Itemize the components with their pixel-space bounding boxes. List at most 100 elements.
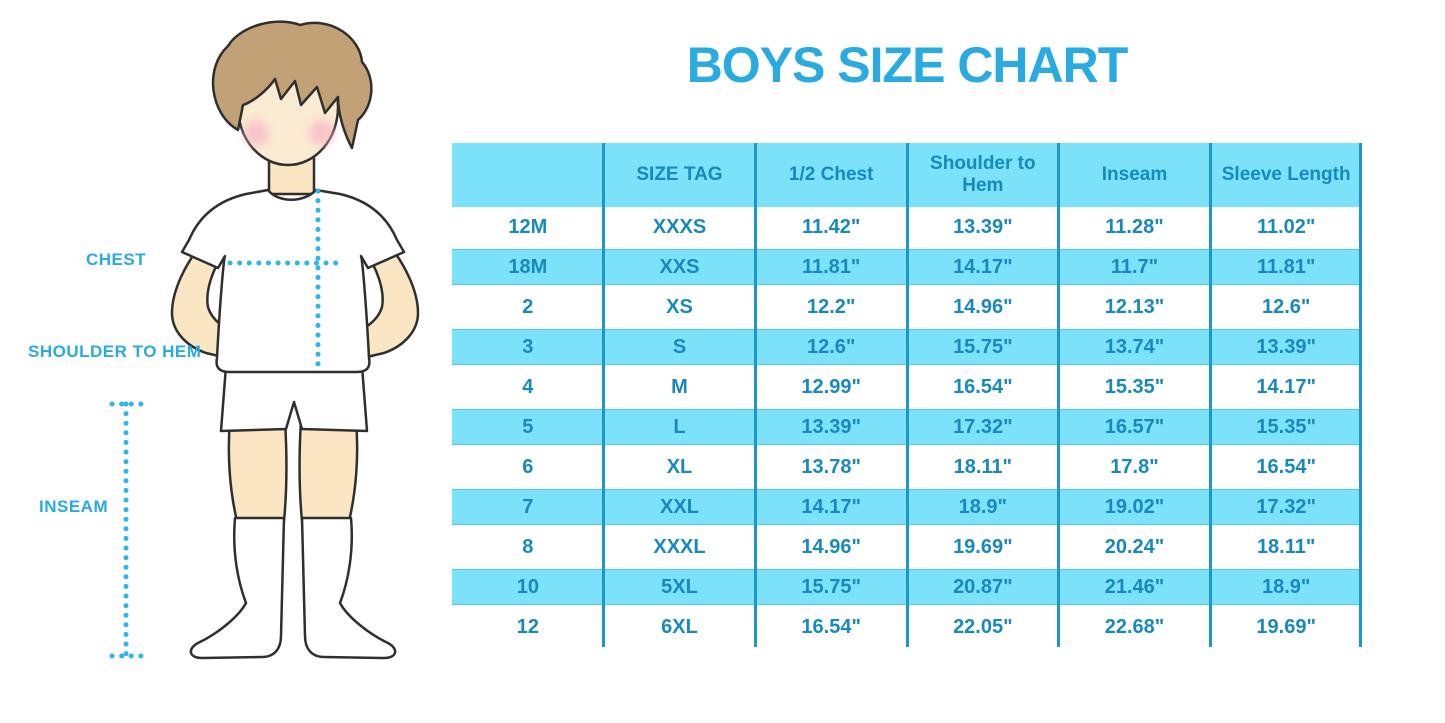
measurement-cell: 11.81" [1256,255,1316,278]
size-tag-cell: XXS [659,255,700,278]
table-row: 5 L 13.39" 17.32" 16.57" 15.35" [452,407,1362,447]
measurement-cell: 22.05" [953,615,1013,638]
measurement-cell: 18.9" [1261,575,1311,598]
measurement-cell: 19.02" [1104,495,1165,518]
measurement-cell: 18.9" [958,495,1008,518]
size-tag-cell: XXXL [653,535,706,558]
measurement-cell: 21.46" [1104,575,1165,598]
measurement-cell: 13.74" [1104,335,1165,358]
page-title: BOYS SIZE CHART [686,37,1129,93]
size-tag-cell: XXXS [652,215,707,238]
size-cell: 10 [516,575,539,598]
measurement-cell: 13.78" [801,455,861,478]
size-tag-cell: XS [666,295,693,318]
measurement-cell: 12.99" [801,375,861,398]
measurement-cell: 11.7" [1110,255,1159,278]
measurement-cell: 12.2" [806,295,856,318]
size-cell: 12M [508,215,548,238]
table-row: 3 S 12.6" 15.75" 13.74" 13.39" [452,327,1362,367]
table-row: 8 XXXL 14.96" 19.69" 20.24" 18.11" [452,527,1362,567]
measurement-cell: 14.96" [953,295,1013,318]
measurement-cell: 11.81" [801,255,861,278]
boy-leg-left [227,418,288,523]
size-tag-cell: 5XL [661,575,698,598]
column-header: Sleeve Length [1221,164,1351,186]
measurement-cell: 13.39" [1256,335,1316,358]
boy-shorts [219,364,369,433]
measurement-cell: 12.6" [1261,295,1311,318]
size-chart-table: SIZE TAG 1/2 Chest Shoulder to Hem Inseam Sl… [452,143,1362,647]
boy-cheek-right [309,120,335,146]
column-header [452,143,604,207]
measurement-cell: 14.96" [801,535,861,558]
measurement-cell: 11.02" [1256,215,1316,238]
measurement-cell: 16.57" [1104,415,1165,438]
table-row: 12 6XL 16.54" 22.05" 22.68" 19.69" [452,607,1362,647]
boy-illustration [109,20,420,660]
size-cell: 2 [522,295,534,318]
measurement-cell: 14.17" [801,495,861,518]
measurement-cell: 18.11" [1256,535,1316,558]
chest-label: CHEST [86,250,147,269]
measurement-cell: 14.17" [953,255,1013,278]
size-cell: 8 [522,535,534,558]
size-tag-cell: XXL [660,495,699,518]
measurement-cell: 11.42" [801,215,861,238]
size-cell: 7 [522,495,534,518]
column-header: SIZE TAG [636,164,723,186]
size-tag-cell: XL [666,455,693,478]
table-row: 18M XXS 11.81" 14.17" 11.7" 11.81" [452,247,1362,287]
column-header: Inseam [1101,164,1168,186]
measurement-cell: 16.54" [953,375,1013,398]
measurement-cell: 17.8" [1110,455,1159,478]
size-cell: 6 [522,455,534,478]
measurement-cell: 15.35" [1104,375,1165,398]
size-tag-cell: L [673,415,686,438]
measurement-cell: 14.17" [1256,375,1316,398]
measurement-cell: 17.32" [953,415,1013,438]
measurement-cell: 15.75" [953,335,1013,358]
size-cell: 18M [508,255,548,278]
size-cell: 12 [516,615,539,638]
measurement-cell: 15.35" [1256,415,1316,438]
size-cell: 4 [522,375,534,398]
table-row: 10 5XL 15.75" 20.87" 21.46" 18.9" [452,567,1362,607]
measurement-cell: 20.24" [1104,535,1165,558]
size-tag-cell: M [671,375,688,398]
measurement-cell: 12.13" [1104,295,1165,318]
inseam-label: INSEAM [39,497,109,516]
column-header: Shoulder to Hem [930,153,1036,196]
measurement-cell: 17.32" [1256,495,1316,518]
measurement-cell: 18.11" [953,455,1013,478]
measurement-cell: 11.28" [1105,215,1164,238]
measurement-cell: 13.39" [801,415,861,438]
boy-measurement-figure: CHEST SHOULDER TO HEM INSEAM [0,0,450,723]
table-body: 12M XXXS 11.42" 13.39" 11.28" 11.02" 18M XXS 11.… [452,207,1362,647]
measurement-cell: 16.54" [1256,455,1316,478]
shoulder-to-hem-label: SHOULDER TO HEM [28,342,202,361]
boy-leg-right [298,418,359,523]
size-tag-cell: 6XL [661,615,698,638]
table-row: 4 M 12.99" 16.54" 15.35" 14.17" [452,367,1362,407]
boy-cheek-left [243,120,269,146]
table-row: 12M XXXS 11.42" 13.39" 11.28" 11.02" [452,207,1362,247]
table-row: 2 XS 12.2" 14.96" 12.13" 12.6" [452,287,1362,327]
measurement-cell: 15.75" [801,575,861,598]
table-row: 7 XXL 14.17" 18.9" 19.02" 17.32" [452,487,1362,527]
size-tag-cell: S [672,335,687,358]
boy-hair [211,20,373,150]
measurement-cell: 19.69" [1256,615,1316,638]
boy-sock-right [300,516,397,660]
size-cell: 3 [522,335,534,358]
boy-sock-left [189,516,286,660]
measurement-cell: 13.39" [953,215,1013,238]
measurement-cell: 20.87" [953,575,1013,598]
boy-shirt [180,188,406,374]
measurement-cell: 22.68" [1104,615,1165,638]
table-header-row: SIZE TAG 1/2 Chest Shoulder to Hem Inseam Sl… [452,143,1362,207]
size-cell: 5 [522,415,534,438]
measurement-cell: 16.54" [801,615,861,638]
measurement-cell: 12.6" [806,335,856,358]
column-header: 1/2 Chest [788,164,874,186]
table-row: 6 XL 13.78" 18.11" 17.8" 16.54" [452,447,1362,487]
